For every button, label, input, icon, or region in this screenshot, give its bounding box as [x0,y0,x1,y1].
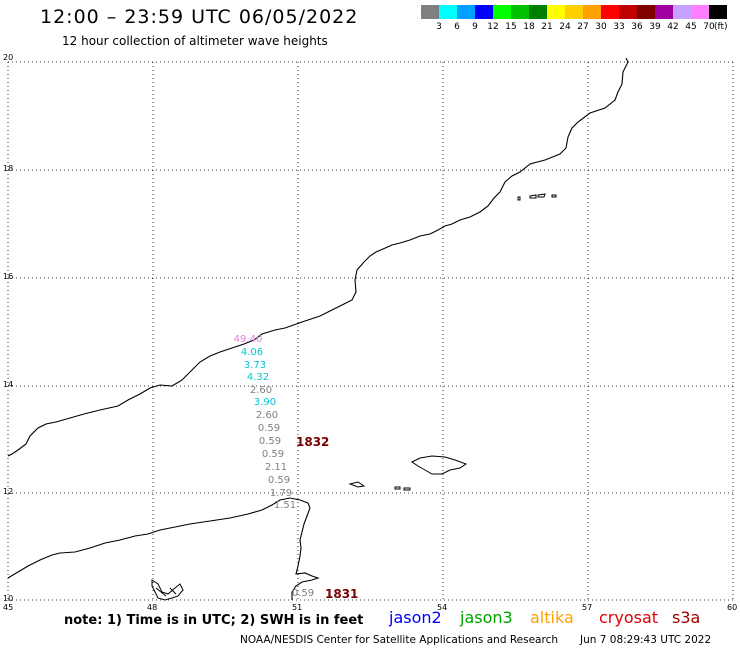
legend-label: 12 [487,22,499,32]
wave-height-value: 0.59 [261,449,285,460]
legend-label: 36 [631,22,643,32]
legend-swatch [691,5,709,19]
lon-label: 57 [582,603,593,612]
lat-label: 12 [3,487,14,496]
legend-label: 9 [472,22,478,32]
wave-height-value: 4.06 [240,347,264,358]
legend-label: 15 [505,22,517,32]
legend-swatch [673,5,691,19]
lat-label: 18 [3,164,14,173]
map-frame [7,61,734,601]
wave-height-value: 0.59 [267,475,291,486]
legend-label: 33 [613,22,625,32]
legend-label: 42 [667,22,679,32]
legend-swatch [709,5,727,19]
satellite-label: s3a [672,608,701,627]
legend-label: 27 [577,22,589,32]
legend-swatch [637,5,655,19]
wave-height-value: 2.11 [264,462,288,473]
legend-swatch [619,5,637,19]
island-small [394,486,401,490]
legend-label: 70 [703,22,715,32]
legend-label: 30 [595,22,607,32]
legend-unit: (ft) [714,22,728,32]
lon-label: 54 [437,603,448,612]
legend-swatch [475,5,493,19]
wave-height-value: 1.79 [269,488,293,499]
legend-swatch [565,5,583,19]
legend-swatch [439,5,457,19]
legend-swatch [457,5,475,19]
units-note: note: 1) Time is in UTC; 2) SWH is in fe… [64,613,364,628]
pass-time-label: 1832 [296,435,330,449]
legend-swatch [547,5,565,19]
wave-height-value: 0.59 [291,588,315,599]
legend-label: 21 [541,22,553,32]
color-legend [421,5,727,19]
wave-height-value: 3.90 [253,397,277,408]
lat-label: 20 [3,53,14,62]
wave-height-value: 2.60 [255,410,279,421]
pass-time-label: 1831 [325,587,359,601]
legend-swatch [601,5,619,19]
footer-timestamp: Jun 7 08:29:43 UTC 2022 [580,634,712,646]
legend-label: 45 [685,22,697,32]
lon-label: 60 [727,603,738,612]
wave-height-value: 0.59 [257,423,281,434]
satellite-label: jason2 [389,608,442,627]
island-socotra [411,455,468,475]
satellite-label: cryosat [599,608,659,627]
lat-label: 16 [3,272,14,281]
coastal-islets [151,579,184,601]
island-small [403,487,411,491]
legend-swatch [655,5,673,19]
island-small [517,196,521,201]
wave-height-value: 0.59 [258,436,282,447]
map-title: 12:00 – 23:59 UTC 06/05/2022 [40,6,359,28]
legend-swatch [529,5,547,19]
legend-swatch [421,5,439,19]
wave-height-value: 49.40 [233,334,263,345]
legend-label: 6 [454,22,460,32]
map-subtitle: 12 hour collection of altimeter wave hei… [62,34,328,48]
legend-label: 24 [559,22,571,32]
legend-label: 18 [523,22,535,32]
coastline [7,57,629,457]
lon-label: 48 [147,603,158,612]
wave-height-value: 4.32 [246,372,270,383]
legend-label: 39 [649,22,661,32]
lat-label: 10 [3,594,14,603]
wave-height-value: 1.51 [273,500,297,511]
island-small [348,481,366,488]
lat-label: 14 [3,380,14,389]
satellite-label: altika [530,608,574,627]
legend-labels: 3 6 9 12 15 18 21 24 27 30 33 36 39 42 4… [421,22,718,32]
lon-label: 51 [292,603,303,612]
satellite-label: jason3 [460,608,513,627]
footer-credit: NOAA/NESDIS Center for Satellite Applica… [240,634,558,646]
island-small [529,194,537,199]
island-small [537,193,546,198]
legend-swatch [493,5,511,19]
lon-label: 45 [3,603,14,612]
wave-height-value: 2.60 [249,385,273,396]
wave-height-value: 3.73 [243,360,267,371]
coastline-south [7,497,320,600]
legend-swatch [583,5,601,19]
island-small [551,194,557,198]
legend-label: 3 [436,22,442,32]
legend-swatch [511,5,529,19]
